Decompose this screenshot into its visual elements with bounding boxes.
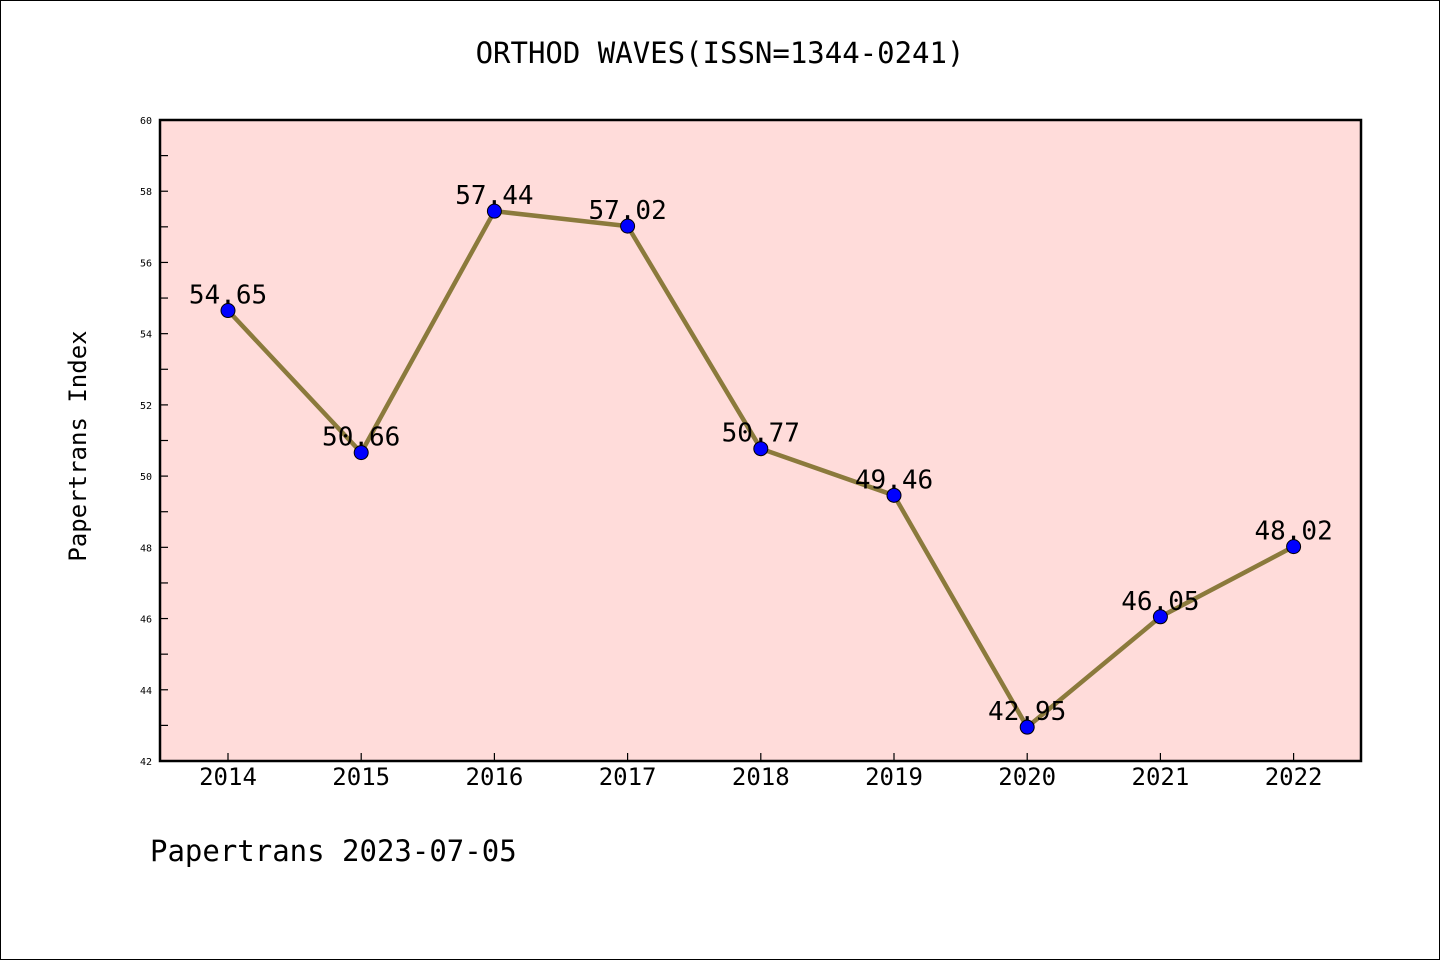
y-axis-label: Papertrans Index [64,330,92,561]
data-labels: 54.65 50.66 57.44 57.02 50.77 49.46 42.95 46.05… [189,181,1333,727]
data-point [753,441,769,457]
data-label: 57.44 [455,181,533,211]
data-label: 46.05 [1121,587,1199,617]
x-tick-label: 2021 [1132,763,1190,791]
data-label: 49.46 [855,465,933,495]
plot-border [158,118,1363,763]
data-label: 42.95 [988,697,1066,727]
data-point [1019,719,1035,735]
x-tick-label: 2018 [732,763,790,791]
y-tick-label: 56 [140,258,152,269]
x-tick-label: 2019 [865,763,923,791]
y-tick-label: 60 [140,116,152,127]
x-tick-label: 2022 [1265,763,1323,791]
y-tick-label: 52 [140,401,152,412]
data-label: 50.77 [722,419,800,449]
data-label: 50.66 [322,423,400,453]
y-tick-label: 42 [140,757,152,768]
x-tick-label: 2017 [599,763,657,791]
y-tick-label: 54 [140,330,152,341]
y-tick-label: 58 [140,187,152,198]
data-label: 48.02 [1254,517,1332,547]
footer-note: Papertrans 2023-07-05 [150,834,517,868]
data-point [886,487,902,503]
data-point [353,445,369,461]
data-label: 57.02 [588,196,666,226]
chart-title: ORTHOD WAVES(ISSN=1344-0241) [475,36,965,70]
data-point [486,203,502,219]
data-point [620,218,636,234]
y-tick-label: 46 [140,615,152,626]
x-tick-label: 2014 [199,763,257,791]
x-tick-label: 2020 [998,763,1056,791]
x-axis: 2014 2015 2016 2017 2018 2019 2020 2021 2022 [199,753,1322,791]
x-tick-label: 2015 [332,763,390,791]
plot-area [160,120,1361,761]
y-tick-label: 50 [140,472,152,483]
y-tick-label: 48 [140,543,152,554]
data-point [1286,539,1302,555]
x-tick-label: 2016 [466,763,524,791]
y-tick-label: 44 [140,686,152,697]
data-points [220,203,1302,735]
data-point [220,303,236,319]
data-label: 54.65 [189,281,267,311]
data-point [1152,609,1168,625]
